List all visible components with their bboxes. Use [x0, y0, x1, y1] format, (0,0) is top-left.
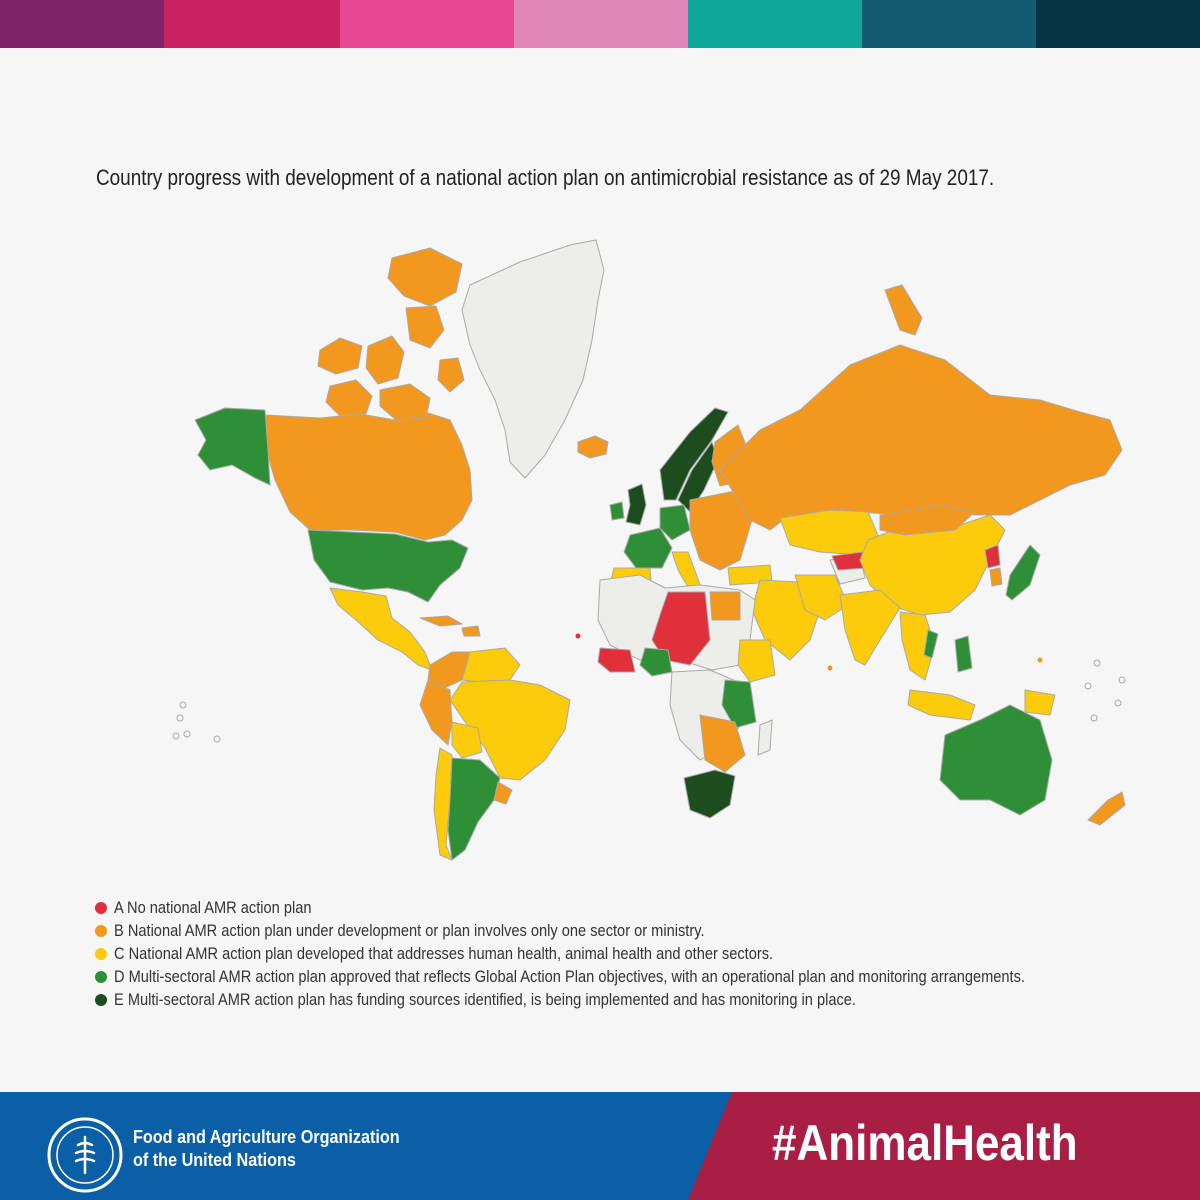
region-east-africa-south [699, 714, 746, 773]
region-indonesia [907, 689, 976, 721]
org-name-line2: of the United Nations [133, 1150, 296, 1170]
region-png [1024, 689, 1056, 716]
region-arctic-islands [325, 379, 373, 417]
region-japan [1005, 544, 1041, 601]
region-north-korea [984, 544, 1001, 569]
region-venezuela [461, 647, 521, 683]
region-chad-niger [651, 591, 711, 666]
region-france [623, 527, 673, 569]
region-kenya-tanzania [721, 679, 757, 729]
region-uruguay [493, 781, 513, 805]
color-segment [340, 0, 514, 48]
region-arctic-islands [317, 337, 363, 375]
color-segment [164, 0, 340, 48]
region-iceland [577, 435, 609, 459]
region-iran [794, 574, 849, 621]
legend-label: D Multi-sectoral AMR action plan approve… [114, 966, 1025, 986]
region-arctic-islands [365, 335, 405, 385]
legend-item: A No national AMR action plan [95, 896, 1175, 919]
fao-logo [47, 1117, 123, 1193]
region-egypt [709, 591, 741, 621]
map-title: Country progress with development of a n… [96, 165, 995, 190]
legend-item: D Multi-sectoral AMR action plan approve… [95, 965, 1175, 988]
region-india [839, 589, 901, 666]
region-norway [659, 407, 729, 501]
region-philippines [954, 635, 973, 673]
region-mongolia [879, 504, 976, 536]
legend-label: B National AMR action plan under develop… [114, 920, 705, 940]
legend-dot [95, 970, 107, 983]
region-usa [307, 529, 469, 603]
color-segment [1036, 0, 1200, 48]
region-korea [989, 567, 1003, 587]
region-mexico [329, 587, 433, 671]
map-legend: A No national AMR action plan B National… [95, 896, 1175, 1011]
region-se-asia [899, 611, 936, 681]
region-new-zealand [1087, 791, 1126, 826]
region-canada [264, 411, 473, 541]
color-segment [0, 0, 164, 48]
legend-dot [95, 993, 107, 1006]
region-bolivia [451, 721, 483, 759]
legend-item: B National AMR action plan under develop… [95, 919, 1175, 942]
color-segment [688, 0, 862, 48]
color-segment [862, 0, 1036, 48]
color-segment [514, 0, 688, 48]
legend-item: C National AMR action plan developed tha… [95, 942, 1175, 965]
region-vietnam [923, 629, 939, 659]
legend-dot [95, 901, 107, 914]
top-color-bar [0, 0, 1200, 48]
hashtag: #AnimalHealth [772, 1115, 1078, 1171]
region-peru [419, 679, 453, 746]
legend-label: C National AMR action plan developed tha… [114, 943, 774, 963]
org-name-line1: Food and Agriculture Organization [133, 1127, 400, 1147]
legend-dot [95, 924, 107, 937]
legend-label: E Multi-sectoral AMR action plan has fun… [114, 989, 856, 1009]
region-australia [939, 704, 1053, 816]
region-arctic-islands [379, 383, 431, 421]
region-west-africa [597, 647, 636, 673]
region-germany [659, 504, 691, 541]
org-name: Food and Agriculture Organization of the… [133, 1126, 400, 1172]
footer-banner [0, 1092, 1200, 1200]
region-brazil [449, 679, 571, 781]
region-hispaniola [461, 625, 481, 637]
region-arctic-islands [387, 247, 463, 307]
region-ireland [609, 501, 625, 521]
region-greenland [461, 239, 605, 479]
region-south-africa [683, 769, 736, 819]
region-ethiopia [737, 639, 776, 683]
legend-label: A No national AMR action plan [114, 897, 312, 917]
region-arctic-islands [405, 305, 445, 349]
region-russia [719, 344, 1123, 531]
region-novaya-zemlya [884, 284, 923, 336]
footer-red-panel [688, 1092, 1200, 1200]
region-uk [625, 483, 647, 526]
region-argentina [447, 757, 501, 861]
small-islands-colored [575, 633, 1043, 671]
region-madagascar [757, 719, 773, 756]
region-alaska [194, 407, 271, 486]
legend-dot [95, 947, 107, 960]
region-nigeria [639, 647, 673, 677]
region-arctic-islands [437, 357, 465, 393]
region-cuba [419, 615, 463, 627]
legend-item: E Multi-sectoral AMR action plan has fun… [95, 988, 1175, 1011]
small-islands [172, 659, 1126, 743]
